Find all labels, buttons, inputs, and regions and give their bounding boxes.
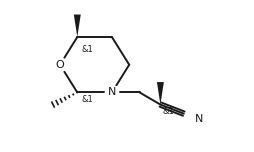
Text: &1: &1 — [81, 95, 93, 104]
Text: &1: &1 — [162, 107, 174, 116]
Text: &1: &1 — [81, 45, 93, 54]
Polygon shape — [74, 15, 81, 37]
Text: N: N — [107, 87, 116, 97]
Text: N: N — [194, 114, 203, 124]
Text: O: O — [55, 60, 64, 70]
Polygon shape — [156, 82, 163, 105]
